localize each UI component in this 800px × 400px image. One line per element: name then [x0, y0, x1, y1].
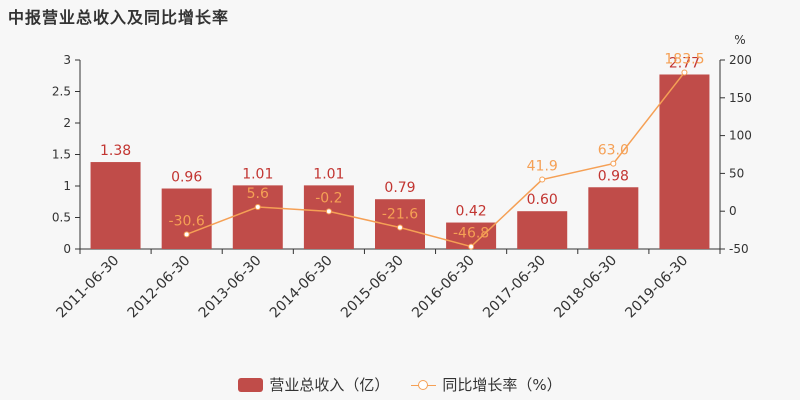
x-tick-label: 2017-06-30 [480, 253, 549, 322]
line-data-label: 41.9 [527, 159, 558, 175]
y-right-tick-label: 100 [729, 129, 752, 143]
x-tick-label: 2016-06-30 [409, 253, 478, 322]
bar [161, 188, 212, 249]
y-left-tick-label: 0 [63, 242, 71, 256]
bar-data-label: 2.77 [669, 55, 700, 71]
bar [90, 162, 141, 249]
y-right-tick-label: 0 [729, 204, 737, 218]
y-right-tick-label: 150 [729, 91, 752, 105]
x-tick-label: 2013-06-30 [196, 253, 265, 322]
line-data-label: 5.6 [247, 186, 269, 202]
line-data-label: 63.0 [598, 143, 629, 159]
bar [588, 187, 639, 249]
bar-data-label: 1.01 [242, 166, 273, 182]
bar-data-label: 0.98 [598, 168, 629, 184]
line-point [610, 160, 617, 167]
chart-title: 中报营业总收入及同比增长率 [8, 8, 230, 27]
y-right-tick-label: 50 [729, 166, 744, 180]
line-point [183, 231, 190, 238]
legend-item-revenue[interactable]: 营业总收入（亿） [238, 374, 389, 395]
y-left-tick-label: 1 [63, 179, 71, 193]
bar-data-label: 1.38 [100, 143, 131, 159]
line-point [681, 69, 688, 76]
bar [232, 185, 283, 249]
line-point [254, 203, 261, 210]
x-tick-label: 2018-06-30 [551, 253, 620, 322]
bar-data-label: 0.79 [384, 180, 415, 196]
y-right-tick-label: -50 [729, 242, 749, 256]
y-right-axis-label: % [734, 33, 745, 47]
line-point [468, 243, 475, 250]
growth-line [186, 72, 686, 248]
bar [303, 185, 354, 249]
line-data-label: -0.2 [315, 190, 342, 206]
line-point [397, 224, 403, 231]
legend-label-revenue: 营业总收入（亿） [269, 376, 390, 394]
line-point [325, 208, 332, 215]
line-point [539, 176, 546, 183]
y-left-tick-label: 2 [63, 116, 71, 130]
line-data-label: 183.5 [664, 51, 704, 67]
bar-data-label: 0.96 [171, 170, 202, 186]
line-data-label: -21.6 [382, 207, 418, 223]
bar [517, 211, 568, 249]
bar-data-label: 0.42 [456, 204, 487, 220]
legend-item-growth[interactable]: 同比增长率（%） [411, 374, 562, 395]
bar [659, 74, 710, 250]
legend: 营业总收入（亿） 同比增长率（%） [0, 374, 800, 395]
y-left-tick-label: 3 [63, 53, 71, 67]
y-right-tick-label: 200 [729, 53, 752, 67]
line-swatch-icon [411, 378, 437, 392]
bar-swatch-icon [238, 377, 264, 392]
x-tick-label: 2014-06-30 [267, 253, 336, 322]
line-data-label: -30.6 [169, 213, 205, 229]
y-left-tick-label: 2.5 [52, 85, 71, 99]
bar-data-label: 0.60 [527, 192, 558, 208]
y-left-tick-label: 0.5 [52, 211, 71, 225]
x-tick-label: 2011-06-30 [54, 253, 123, 322]
x-tick-label: 2012-06-30 [125, 253, 194, 322]
line-data-label: -46.8 [453, 226, 489, 242]
x-tick-label: 2015-06-30 [338, 253, 407, 322]
legend-label-growth: 同比增长率（%） [442, 376, 562, 394]
x-tick-label: 2019-06-30 [622, 253, 691, 322]
y-left-tick-label: 1.5 [52, 148, 71, 162]
bar-data-label: 1.01 [313, 166, 344, 182]
